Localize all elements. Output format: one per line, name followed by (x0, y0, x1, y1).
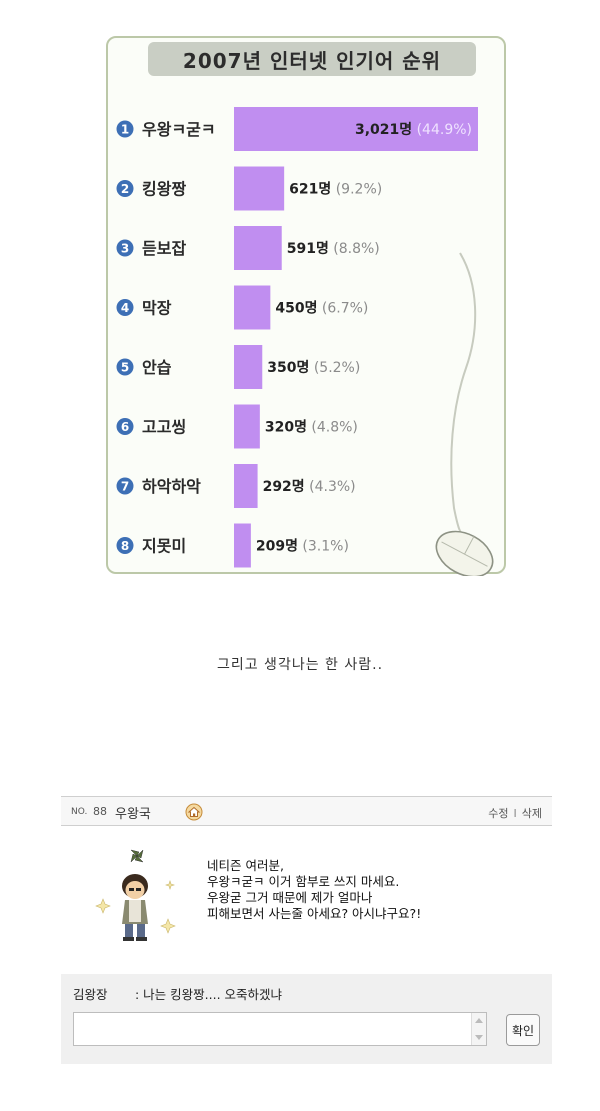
rank-badge (116, 358, 134, 376)
guestbook-entry: NO. 88 우왕국 수정 I 삭제 (61, 796, 552, 1064)
bar (234, 464, 258, 508)
guestbook-header: NO. 88 우왕국 수정 I 삭제 (61, 796, 552, 826)
sparkle-icon (95, 880, 176, 934)
category-label: 우왕ㅋ굳ㅋ (142, 120, 216, 139)
category-label: 듣보잡 (142, 239, 186, 258)
delete-link[interactable]: 삭제 (521, 807, 542, 820)
minihome-icon[interactable] (185, 803, 203, 821)
ranking-chart: 1 우왕ㅋ굳ㅋ 3,021명 (44.9%) 2 킹왕짱 621명 (9.2%) 3 듣보잡 5… (116, 107, 494, 576)
character-figure (122, 874, 148, 941)
mouse-icon (435, 530, 494, 576)
rank-number: 3 (121, 242, 129, 256)
value-label: 591명 (8.8%) (287, 240, 380, 257)
bar (234, 166, 285, 211)
value-label: 320명 (4.8%) (265, 419, 358, 436)
category-label: 킹왕짱 (142, 180, 186, 199)
reply-author[interactable]: 김왕장 (73, 987, 108, 1002)
reply-input[interactable] (73, 1012, 487, 1046)
entry-actions: 수정 I 삭제 (488, 805, 542, 821)
confirm-button[interactable]: 확인 (506, 1014, 540, 1046)
guestbook-message: 네티즌 여러분, 우왕ㅋ굳ㅋ 이거 함부로 쓰지 마세요. 우왕굳 그거 때문에… (207, 858, 421, 922)
reply-comment: 김왕장 : 나는 킹왕짱.... 오죽하겠냐 (73, 984, 282, 1003)
value-label: 450명 (6.7%) (275, 300, 368, 317)
scroll-down-icon[interactable] (475, 1035, 483, 1040)
rank-number: 1 (121, 123, 129, 137)
rank-number: 7 (121, 480, 129, 494)
action-separator: I (513, 807, 517, 820)
category-label: 막장 (142, 299, 172, 318)
pinwheel-icon (130, 849, 144, 863)
edit-link[interactable]: 수정 (488, 807, 509, 820)
value-label: 3,021명 (44.9%) (355, 121, 472, 138)
rank-number: 4 (121, 301, 129, 315)
post-number-label: NO. (71, 807, 88, 817)
rank-badge (116, 418, 134, 435)
rank-badge (116, 239, 134, 257)
category-label: 고고씽 (142, 418, 186, 437)
bar (234, 285, 271, 330)
category-label: 하악하악 (142, 477, 201, 496)
rank-number: 2 (121, 182, 129, 196)
author-name[interactable]: 우왕국 (115, 807, 151, 822)
rank-badge (116, 180, 134, 197)
message-line: 우왕ㅋ굳ㅋ 이거 함부로 쓰지 마세요. (207, 874, 400, 889)
message-line: 피해보면서 사는줄 아세요? 아시냐구요?! (207, 906, 422, 921)
value-label: 350명 (5.2%) (267, 359, 360, 376)
scroll-up-icon[interactable] (475, 1018, 483, 1023)
rank-badge (116, 477, 134, 495)
category-label: 지못미 (142, 537, 186, 556)
avatar (95, 849, 176, 941)
reply-text: : 나는 킹왕짱.... 오죽하겠냐 (135, 987, 283, 1002)
post-number: 88 (93, 805, 107, 818)
rank-number: 6 (121, 420, 129, 434)
bar (234, 523, 251, 568)
value-label: 292명 (4.3%) (263, 478, 356, 495)
category-label: 안습 (142, 358, 172, 377)
bar (234, 404, 260, 449)
bar (234, 107, 478, 151)
reply-scrollbar[interactable] (471, 1013, 486, 1045)
bar (234, 345, 263, 389)
mouse-cable (450, 252, 477, 539)
bar (234, 226, 282, 270)
reply-area: 김왕장 : 나는 킹왕짱.... 오죽하겠냐 확인 (61, 974, 552, 1064)
rank-number: 8 (121, 539, 129, 553)
rank-number: 5 (121, 361, 129, 375)
rank-badge (116, 537, 134, 554)
message-line: 네티즌 여러분, (207, 858, 284, 873)
chart-title: 2007년 인터넷 인기어 순위 (148, 42, 476, 76)
caption-text: 그리고 생각나는 한 사람.. (216, 657, 384, 673)
ranking-card: 2007년 인터넷 인기어 순위 1 우왕ㅋ굳ㅋ 3,021명 (44.9%) 2 킹왕… (106, 36, 506, 576)
rank-badge (116, 299, 134, 316)
value-label: 621명 (9.2%) (289, 181, 382, 198)
value-label: 209명 (3.1%) (256, 538, 349, 555)
message-line: 우왕굳 그거 때문에 제가 얼마나 (207, 890, 373, 905)
rank-badge (116, 120, 134, 138)
